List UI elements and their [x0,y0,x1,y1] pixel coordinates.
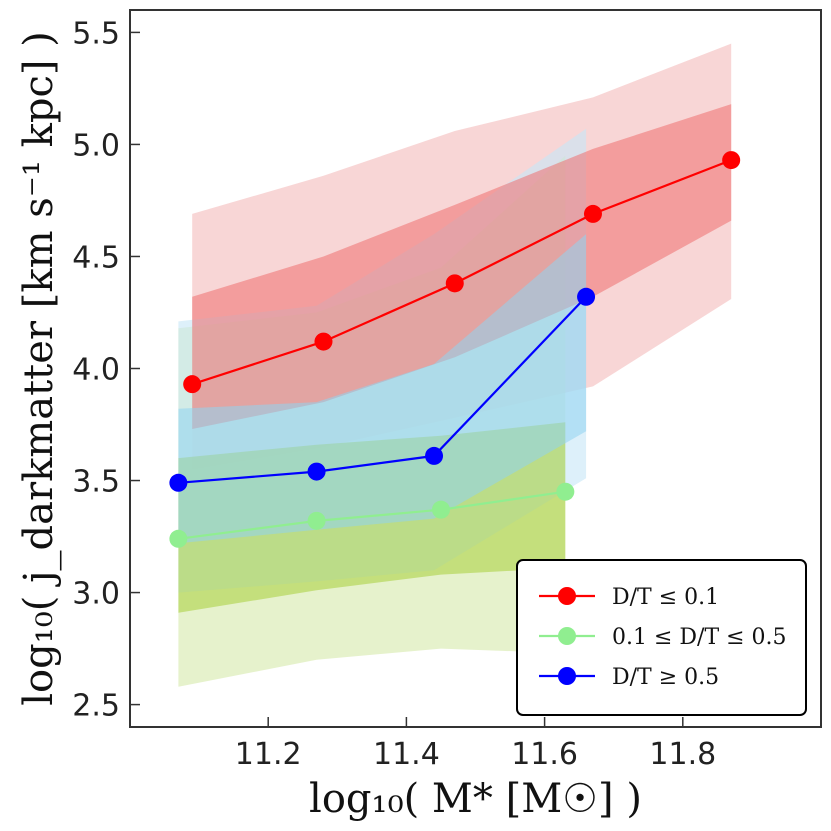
legend-items: D/T ≤ 0.1 0.1 ≤ D/T ≤ 0.5 D/T ≥ 0.5 [539,585,787,690]
series-line-1 [178,490,566,540]
data-point [722,151,741,170]
legend-label: D/T ≤ 0.1 [612,585,719,610]
data-point [577,287,596,306]
y-tick-label: 2.5 [72,689,120,724]
legend-marker [558,667,576,685]
data-point [169,529,188,548]
y-tick-label: 3.5 [72,465,120,500]
band-inner-2 [178,234,587,544]
y-axis-label: log₁₀( j_darkmatter [km s⁻¹ kpc] ) [16,31,62,706]
x-tick-label: 11.4 [373,737,440,772]
data-point [307,511,326,530]
data-point [307,462,326,481]
y-tick-label: 4.5 [72,240,120,275]
data-point [431,500,450,519]
x-tick-label: 11.6 [511,737,578,772]
y-tick-label: 5.0 [72,128,120,163]
confidence-bands [178,43,732,687]
series-line-2 [178,296,587,484]
data-point [583,204,602,223]
x-tick-label: 11.2 [235,737,302,772]
data-point [556,482,575,501]
legend-marker [558,627,576,645]
data-point [314,332,333,351]
series-points [169,151,741,548]
legend-marker [558,587,576,605]
x-tick-label: 11.8 [649,737,716,772]
data-point [183,375,202,394]
data-point [425,446,444,465]
axis-tick-labels: 11.2 11.4 11.6 11.8 2.5 3.0 3.5 4.0 4.5 5.0 5.5 [72,16,716,772]
y-tick-label: 5.5 [72,16,120,51]
legend-label: D/T ≥ 0.5 [612,665,719,690]
y-tick-label: 3.0 [72,577,120,612]
x-axis-label: log₁₀( M* [M☉] ) [309,776,642,822]
data-point [445,274,464,293]
data-point [169,473,188,492]
legend-label: 0.1 ≤ D/T ≤ 0.5 [612,625,787,650]
legend: D/T ≤ 0.1 0.1 ≤ D/T ≤ 0.5 D/T ≥ 0.5 [516,559,807,716]
axis-ticks [130,31,684,727]
y-tick-label: 4.0 [72,353,120,388]
